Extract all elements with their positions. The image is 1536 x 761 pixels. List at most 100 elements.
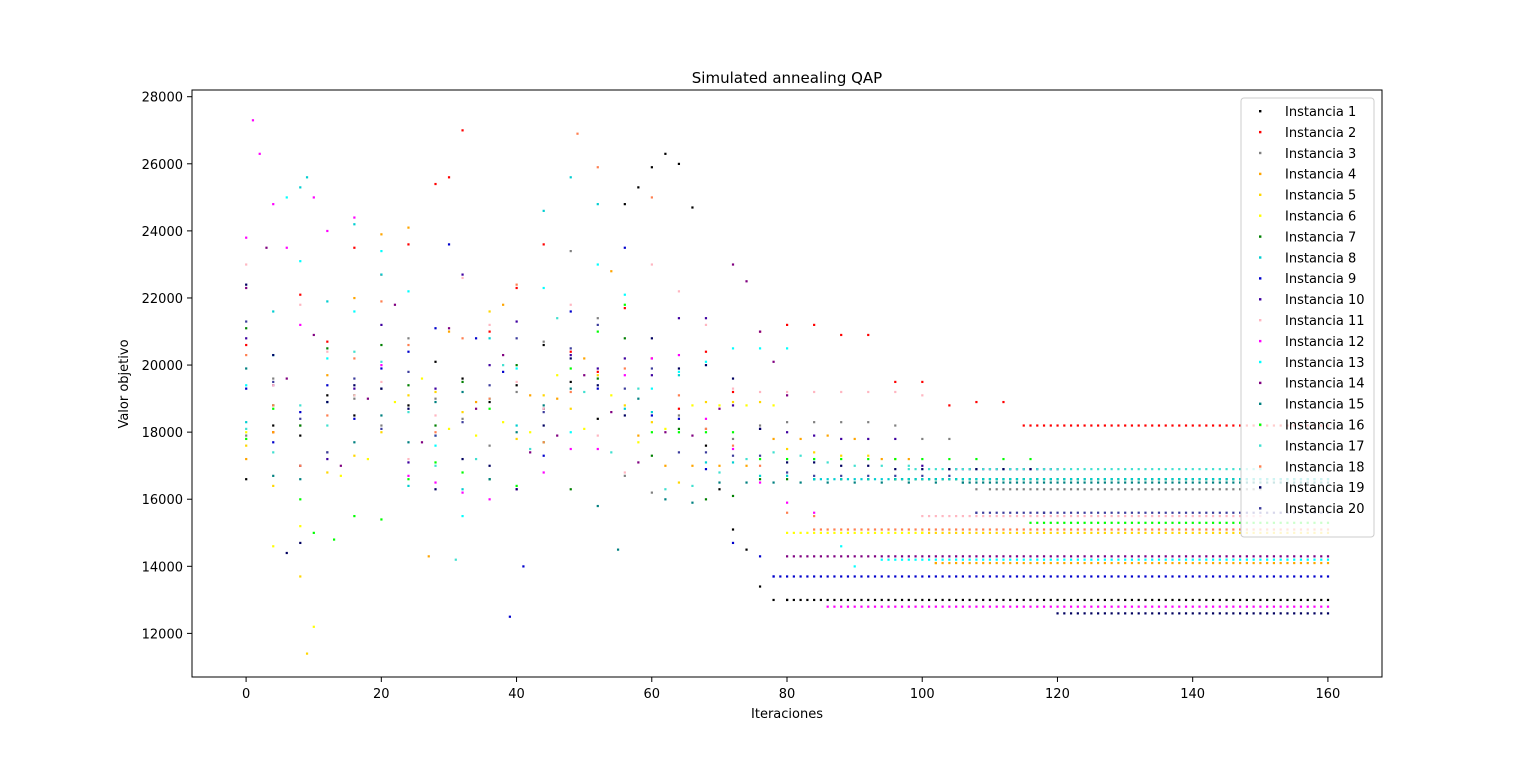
data-point: [1184, 514, 1188, 518]
data-point: [245, 427, 248, 430]
data-point: [1320, 605, 1323, 608]
data-point: [1130, 521, 1134, 524]
data-point: [1178, 598, 1181, 602]
data-point: [677, 317, 681, 320]
data-point: [961, 531, 964, 534]
data-point: [1056, 481, 1059, 484]
data-point: [1103, 605, 1106, 608]
data-point: [968, 468, 971, 471]
data-point: [1232, 575, 1235, 578]
data-point: [1157, 478, 1161, 481]
data-point: [1299, 558, 1303, 561]
data-point: [1184, 511, 1188, 514]
data-point: [1009, 598, 1012, 602]
data-point: [515, 431, 518, 434]
data-point: [1239, 612, 1242, 615]
data-point: [502, 303, 505, 306]
data-point: [1110, 481, 1113, 484]
legend-label: Instancia 8: [1285, 251, 1356, 266]
data-point: [1326, 575, 1330, 578]
data-point: [921, 514, 924, 518]
data-point: [1239, 424, 1242, 427]
data-point: [927, 598, 931, 602]
data-point: [650, 263, 653, 266]
data-point: [1130, 558, 1134, 561]
data-point: [1205, 531, 1208, 534]
data-point: [1272, 612, 1276, 615]
data-point: [819, 531, 823, 534]
data-point: [1042, 521, 1046, 524]
data-point: [1137, 514, 1140, 518]
data-point: [873, 531, 877, 534]
data-point: [1171, 555, 1174, 558]
data-point: [934, 478, 937, 481]
data-point: [596, 263, 599, 266]
data-point: [1151, 555, 1154, 558]
data-point: [1110, 514, 1113, 518]
data-point: [894, 478, 897, 481]
data-point: [867, 333, 870, 337]
data-point: [1130, 481, 1134, 484]
y-tick-label: 26000: [142, 158, 183, 173]
data-point: [731, 400, 735, 404]
data-point: [1191, 612, 1194, 615]
data-point: [1239, 605, 1242, 608]
data-point: [596, 387, 599, 390]
data-point: [1191, 561, 1194, 565]
data-point: [955, 558, 958, 561]
data-point: [907, 464, 910, 467]
data-point: [1090, 575, 1093, 578]
data-point: [1239, 478, 1242, 481]
data-point: [1049, 558, 1052, 561]
data-point: [434, 431, 437, 434]
data-point: [677, 414, 681, 417]
data-point: [914, 598, 917, 602]
data-point: [1171, 528, 1174, 531]
data-point: [569, 250, 572, 253]
data-point: [955, 561, 958, 565]
data-point: [846, 478, 850, 481]
data-point: [731, 431, 735, 434]
legend-marker: [1259, 193, 1262, 196]
data-point: [583, 357, 586, 360]
x-tick-label: 140: [1180, 687, 1205, 702]
data-point: [569, 367, 572, 370]
data-point: [1002, 457, 1005, 461]
data-point: [982, 555, 985, 558]
data-point: [1015, 575, 1019, 578]
data-point: [299, 417, 302, 420]
data-point: [502, 370, 505, 373]
data-point: [914, 531, 917, 534]
data-point: [786, 575, 789, 578]
legend-label: Instancia 10: [1285, 293, 1365, 308]
data-point: [948, 514, 951, 518]
data-point: [529, 394, 532, 397]
data-point: [772, 360, 775, 363]
data-point: [407, 384, 410, 387]
data-point: [1002, 488, 1005, 491]
data-point: [542, 407, 545, 410]
data-point: [718, 481, 721, 484]
data-point: [488, 310, 491, 313]
data-point: [1083, 424, 1086, 427]
data-point: [1218, 528, 1221, 531]
data-point: [1103, 424, 1106, 427]
data-point: [1022, 488, 1025, 491]
data-point: [1266, 555, 1269, 558]
data-point: [434, 461, 437, 464]
data-point: [1117, 561, 1120, 565]
data-point: [786, 478, 789, 481]
data-point: [1083, 511, 1086, 514]
data-point: [407, 290, 410, 293]
data-point: [1157, 511, 1161, 514]
data-point: [988, 605, 992, 608]
data-point: [488, 337, 491, 340]
data-point: [407, 243, 410, 246]
data-point: [961, 481, 964, 484]
data-point: [1110, 612, 1113, 615]
data-point: [691, 206, 694, 209]
data-point: [873, 575, 877, 578]
data-point: [434, 400, 437, 404]
data-point: [1164, 555, 1167, 558]
data-point: [245, 478, 248, 481]
